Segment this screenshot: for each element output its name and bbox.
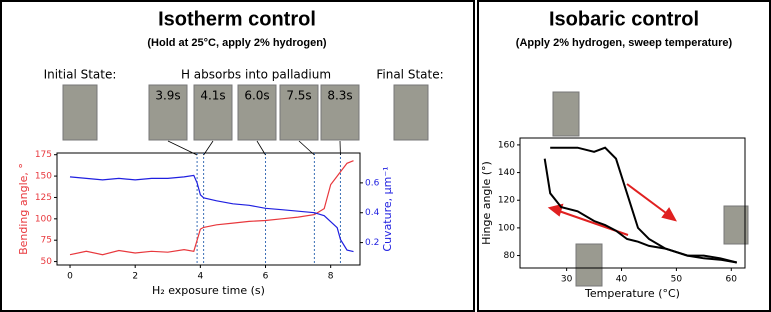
x-tick-label: 60 [726, 275, 738, 285]
x-tick-label: 30 [561, 275, 573, 285]
y2-tick-label: 0.2 [365, 238, 379, 248]
photo [63, 85, 97, 140]
y-tick-label: 175 [35, 150, 52, 160]
figure: Isotherm control (Hold at 25°C, apply 2%… [0, 0, 771, 312]
y-tick-label: 50 [41, 257, 53, 267]
y-axis-label: Hinge angle (°) [480, 161, 493, 245]
series-line [545, 159, 737, 263]
y2-axis-label: Cuvature, μm⁻¹ [381, 166, 394, 251]
x-tick-label: 4 [197, 272, 203, 282]
y-tick-label: 160 [498, 140, 515, 150]
y-tick-label: 150 [35, 172, 52, 182]
y-tick-label: 75 [41, 236, 52, 246]
plot-frame [520, 138, 745, 268]
subtitle: (Apply 2% hydrogen, sweep temperature) [516, 37, 733, 49]
y-tick-label: 100 [35, 214, 52, 224]
photo [724, 206, 748, 244]
arrow-head [663, 209, 675, 220]
time-label: 3.9s [155, 89, 180, 103]
y-tick-label: 120 [498, 196, 515, 206]
y-tick-label: 100 [498, 223, 515, 233]
x-tick-label: 50 [671, 275, 683, 285]
x-tick-label: 2 [132, 272, 138, 282]
y2-tick-label: 0.6 [365, 178, 380, 188]
y-axis-label: Bending angle, ° [17, 163, 30, 255]
x-tick-label: 40 [616, 275, 628, 285]
x-axis-label: H₂ exposure time (s) [152, 284, 265, 297]
photo [394, 85, 428, 140]
series-line [70, 175, 354, 251]
y-tick-label: 80 [504, 251, 516, 261]
x-axis-label: Temperature (°C) [584, 287, 680, 300]
title: Isobaric control [549, 8, 699, 30]
title: Isotherm control [158, 8, 316, 30]
y-tick-label: 125 [35, 193, 52, 203]
subtitle: (Hold at 25°C, apply 2% hydrogen) [147, 37, 327, 49]
time-label: 4.1s [200, 89, 225, 103]
photo [576, 244, 602, 286]
y2-tick-label: 0.4 [365, 208, 380, 218]
x-tick-label: 0 [67, 272, 73, 282]
photo [553, 92, 579, 136]
x-tick-label: 8 [328, 272, 334, 282]
annotation: Final State: [376, 68, 443, 82]
series-line [70, 161, 354, 255]
annotation: Initial State: [44, 68, 117, 82]
time-label: 8.3s [327, 89, 352, 103]
annotation: H absorbs into palladium [181, 68, 331, 82]
time-label: 6.0s [244, 89, 269, 103]
x-tick-label: 6 [263, 272, 269, 282]
y-tick-label: 140 [498, 168, 515, 178]
time-label: 7.5s [286, 89, 311, 103]
